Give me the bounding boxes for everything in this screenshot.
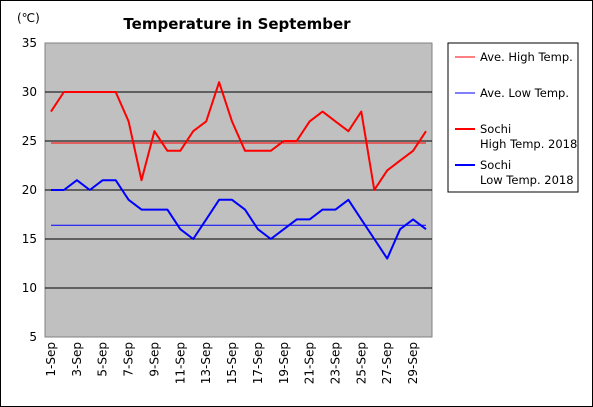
y-tick-label: 5 [29,330,37,344]
y-tick-label: 20 [22,183,37,197]
y-axis-unit-label: (℃) [17,11,40,25]
x-tick-label: 9-Sep [147,342,161,377]
legend-box [447,42,579,193]
y-tick-labels: 5 10 15 20 25 30 35 [22,36,37,344]
y-tick-label: 30 [22,85,37,99]
x-tick-label: 7-Sep [122,342,136,377]
x-tick-label: 13-Sep [199,342,213,384]
legend-label-0: Ave. High Temp. [480,50,573,64]
y-tick-label: 10 [22,281,37,295]
series-line-2 [50,81,427,191]
legend-label-3: Sochi Low Temp. 2018 [480,158,574,187]
x-tick-label: 17-Sep [251,342,265,384]
y-tick-label: 35 [22,36,37,50]
x-tick-label: 29-Sep [406,342,420,384]
x-tick-label: 11-Sep [173,342,187,384]
x-tick-label: 3-Sep [70,342,84,377]
legend-label-1: Ave. Low Temp. [480,86,569,100]
legend: Ave. High Temp. Ave. Low Temp. Sochi High T… [455,50,577,187]
x-tick-label: 5-Sep [96,342,110,377]
x-tick-label: 21-Sep [303,342,317,384]
x-tick-label: 19-Sep [277,342,291,384]
legend-label-2: Sochi High Temp. 2018 [480,122,577,151]
y-tick-label: 25 [22,134,37,148]
series-line-3 [51,179,427,260]
x-tick-label: 1-Sep [44,342,58,377]
x-tick-label: 25-Sep [354,342,368,384]
x-tick-label: 23-Sep [328,342,342,384]
series-lines [50,81,427,260]
x-tick-label: 15-Sep [225,342,239,384]
y-tick-label: 15 [22,232,37,246]
chart-title: Temperature in September [123,15,351,33]
x-tick-label: 27-Sep [380,342,394,384]
x-tick-labels: 1-Sep 3-Sep 5-Sep 7-Sep 9-Sep 11-Sep 13-Sep 15-… [44,342,420,384]
